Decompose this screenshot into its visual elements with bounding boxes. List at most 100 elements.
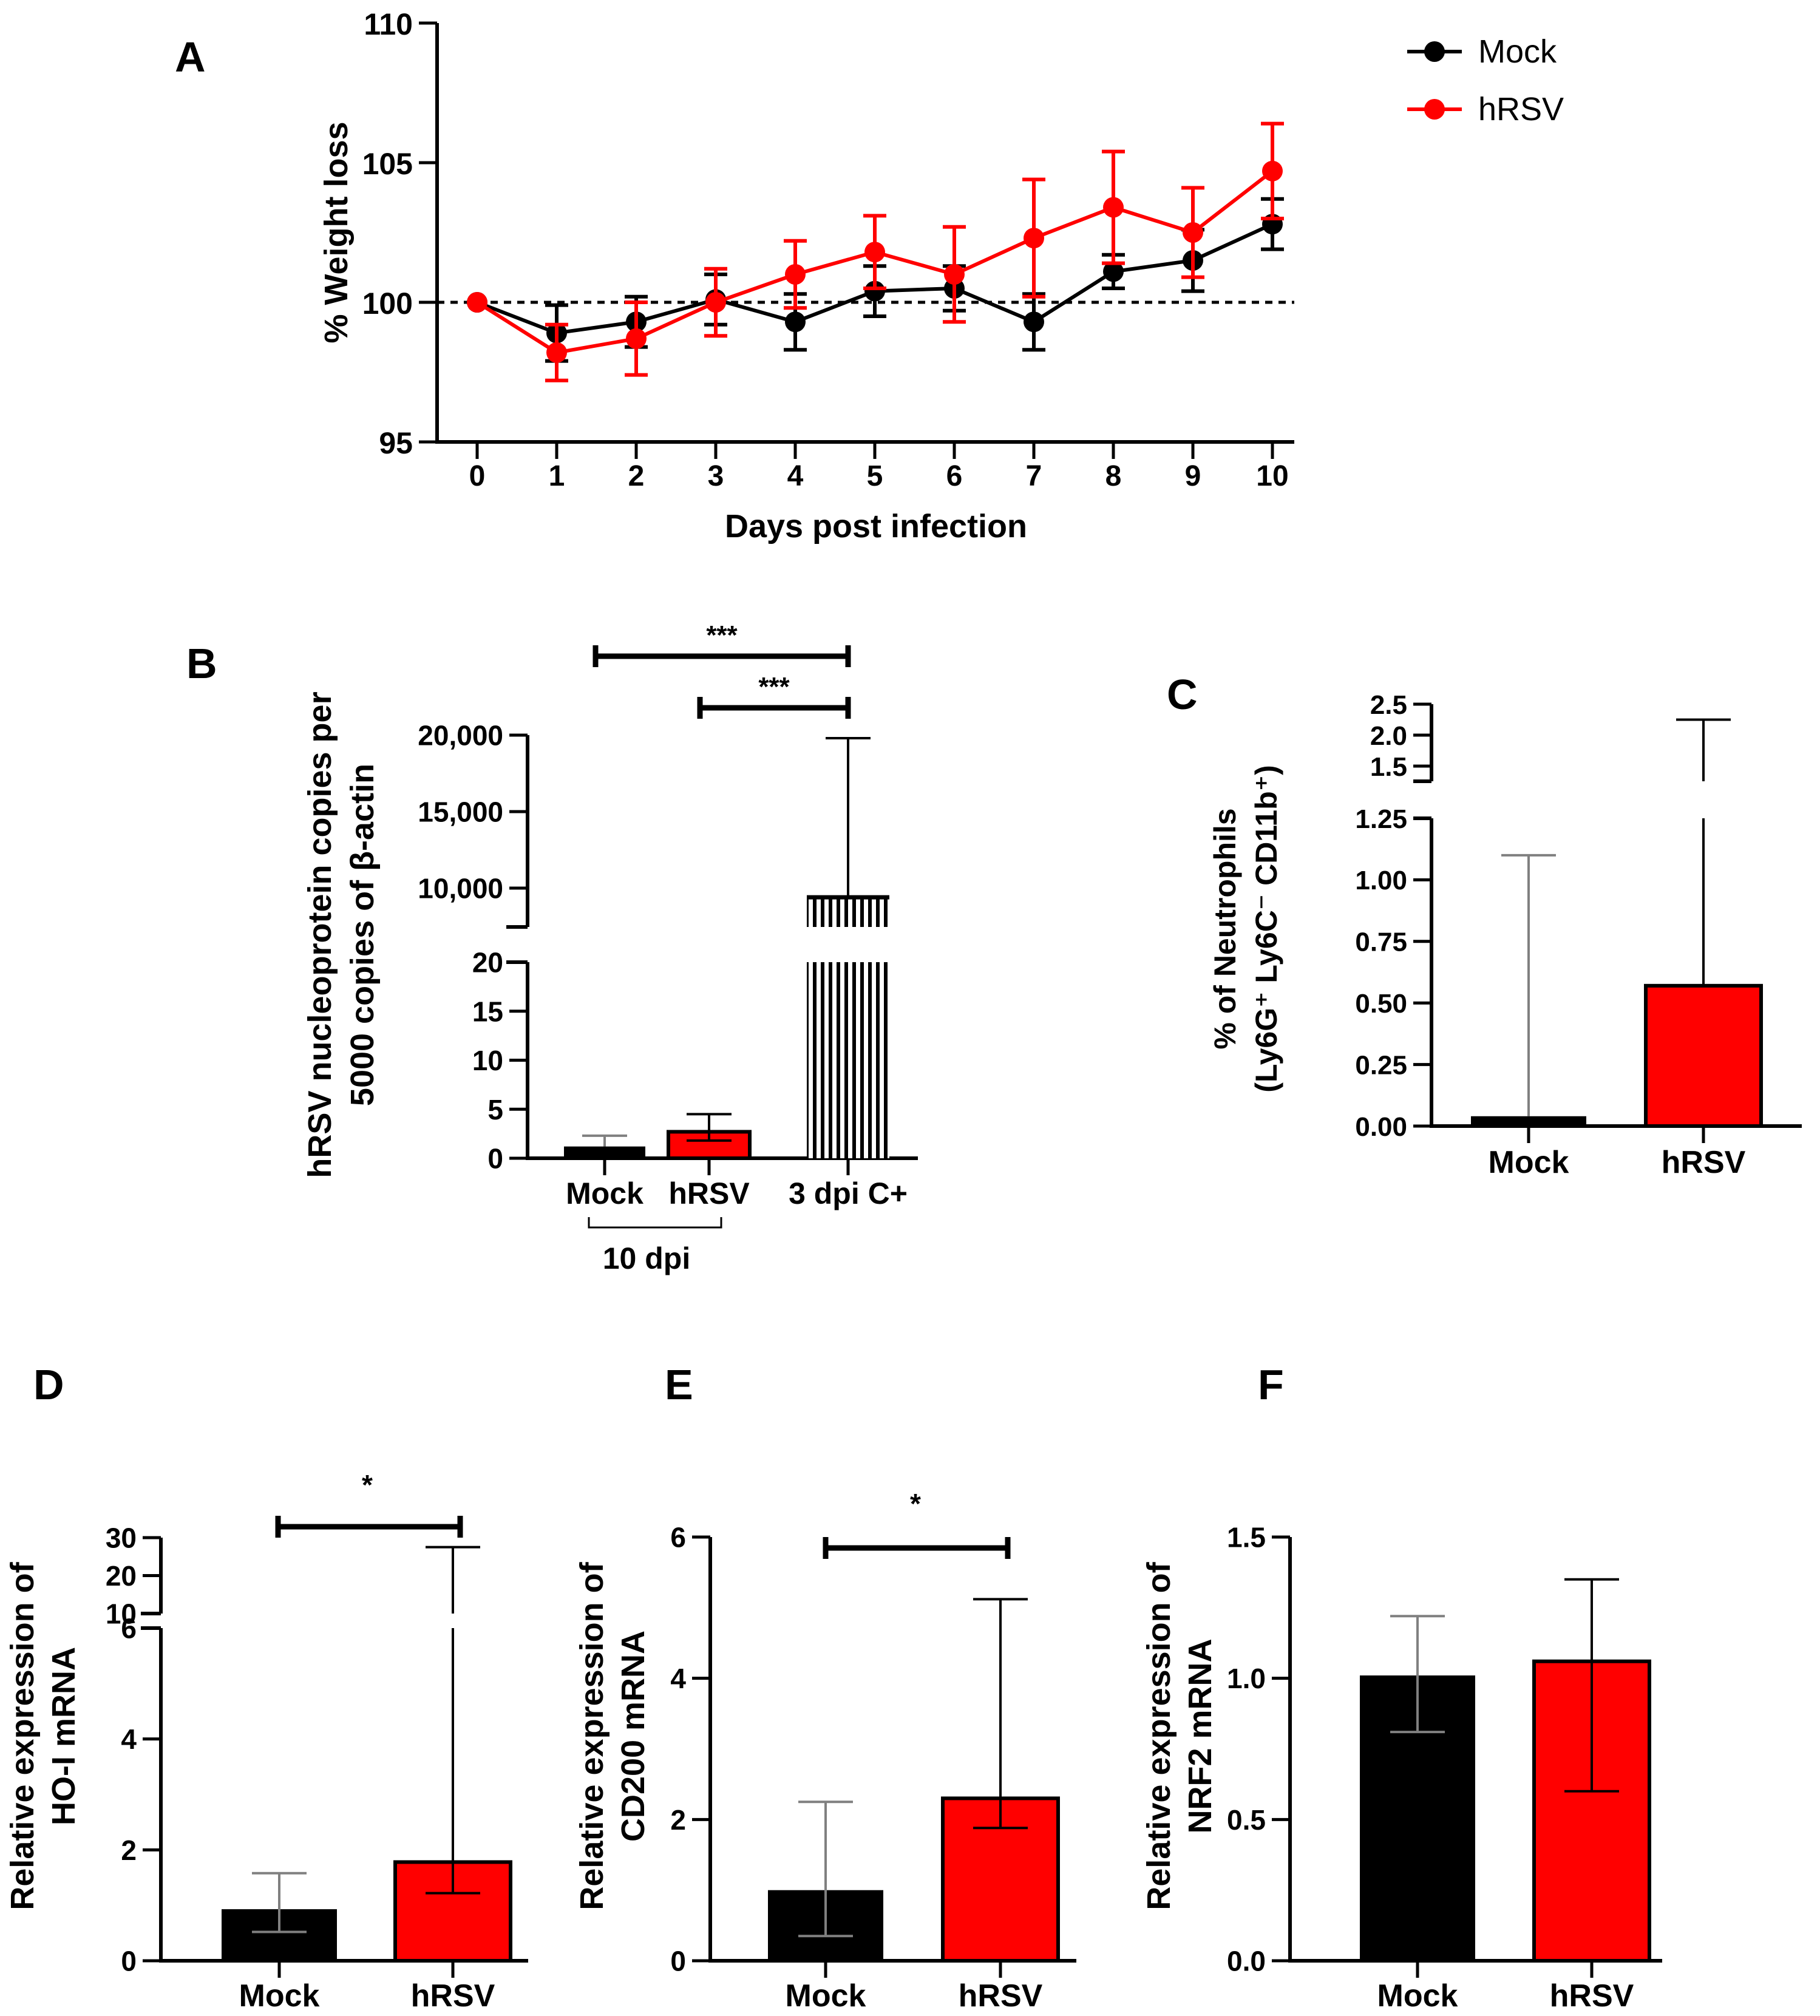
b-group-label: 10 dpi bbox=[603, 1241, 690, 1275]
c-x-tick-label: Mock bbox=[1489, 1145, 1569, 1180]
a-x-tick-label: 6 bbox=[946, 460, 963, 492]
a-x-tick-label: 8 bbox=[1105, 460, 1122, 492]
a-point-hrsv bbox=[546, 342, 567, 363]
c-y-axis-label-line2: (Ly6G⁺ Ly6C⁻ CD11b⁺) bbox=[1249, 765, 1283, 1092]
a-x-tick-label: 10 bbox=[1256, 460, 1288, 492]
legend-mock-marker bbox=[1424, 41, 1445, 62]
a-y-tick-label: 110 bbox=[364, 7, 413, 41]
panel-letter-e: E bbox=[665, 1361, 693, 1408]
f-x-tick-label: Mock bbox=[1377, 1978, 1458, 2014]
panel-b-bar-chart: 0 5 10 15 20 10,000 15,000 20,000 Mock hRSV 3 dpi … bbox=[302, 620, 918, 1275]
panel-letter-f: F bbox=[1258, 1361, 1284, 1408]
a-x-axis-label: Days post infection bbox=[725, 508, 1027, 545]
d-y-tick-label: 0 bbox=[121, 1946, 137, 1977]
d-significance-label: * bbox=[362, 1469, 373, 1501]
d-y-tick-label: 4 bbox=[121, 1723, 137, 1755]
c-y-axis-label-line1: % of Neutrophils bbox=[1208, 808, 1242, 1049]
d-y-axis-label-line1: Relative expression of bbox=[4, 1561, 41, 1910]
panel-letter-d: D bbox=[33, 1361, 64, 1408]
f-y-tick-label: 0.0 bbox=[1227, 1946, 1266, 1977]
a-point-mock bbox=[785, 311, 806, 333]
b-bar-mock bbox=[564, 1146, 645, 1158]
panel-c-bar-chart: 0.00 0.25 0.50 0.75 1.00 1.25 1.52.02.5 Mock hRS… bbox=[1208, 690, 1802, 1180]
d-y-tick-label: 10 bbox=[106, 1598, 137, 1630]
e-y-tick-label: 6 bbox=[670, 1522, 686, 1553]
a-x-tick-label: 4 bbox=[787, 460, 804, 492]
d-y-tick-label: 30 bbox=[106, 1522, 137, 1554]
b-y-tick-label: 20,000 bbox=[418, 720, 503, 752]
a-point-hrsv bbox=[467, 292, 487, 313]
c-y-tick-label: 1.00 bbox=[1355, 866, 1407, 895]
a-point-hrsv bbox=[705, 292, 726, 313]
panel-f-bar-chart: 0.0 0.5 1.0 1.5 Mock hRSV Relative expression… bbox=[1141, 1522, 1662, 2014]
a-y-tick-label: 100 bbox=[362, 287, 413, 321]
a-point-mock bbox=[1103, 261, 1124, 282]
c-y-tick-label: 0.25 bbox=[1355, 1050, 1407, 1080]
panel-a-line-chart: 95 100 105 110 0 1 2 3 4 5 6 7 8 9 10 Days post infec… bbox=[318, 7, 1564, 545]
legend-hrsv-label: hRSV bbox=[1478, 91, 1564, 127]
a-legend: Mock hRSV bbox=[1407, 33, 1564, 127]
legend-mock-label: Mock bbox=[1478, 33, 1557, 70]
a-x-tick-label: 5 bbox=[867, 460, 883, 492]
f-y-axis-label-line2: NRF2 mRNA bbox=[1182, 1638, 1218, 1833]
b-y-axis-label-line2: 5000 copies of β-actin bbox=[344, 764, 381, 1106]
b-bar-positive-upper bbox=[807, 897, 889, 927]
b-x-tick-label: hRSV bbox=[668, 1176, 750, 1210]
e-x-tick-label: Mock bbox=[786, 1978, 866, 2014]
b-y-tick-label: 20 bbox=[472, 947, 503, 979]
b-significance-label: *** bbox=[706, 620, 738, 650]
c-x-tick-label: hRSV bbox=[1662, 1145, 1746, 1180]
a-y-tick-label: 105 bbox=[362, 147, 413, 181]
b-y-tick-label: 15 bbox=[472, 996, 503, 1027]
b-x-tick-label: Mock bbox=[566, 1176, 643, 1210]
b-significance-label: *** bbox=[758, 672, 790, 702]
a-x-tick-label: 0 bbox=[469, 460, 486, 492]
b-y-tick-label: 10,000 bbox=[418, 873, 503, 904]
a-point-mock bbox=[1024, 311, 1044, 333]
d-x-tick-label: hRSV bbox=[411, 1978, 495, 2014]
e-y-axis-label-line1: Relative expression of bbox=[574, 1561, 610, 1910]
b-y-tick-label: 5 bbox=[487, 1094, 503, 1125]
b-y-tick-label: 10 bbox=[472, 1045, 503, 1076]
panel-letter-c: C bbox=[1167, 671, 1198, 718]
f-y-axis-label-line1: Relative expression of bbox=[1141, 1561, 1177, 1910]
e-y-tick-label: 2 bbox=[670, 1804, 686, 1836]
e-y-tick-label: 0 bbox=[670, 1946, 686, 1977]
a-point-hrsv bbox=[1183, 222, 1203, 243]
d-x-tick-label: Mock bbox=[239, 1978, 320, 2014]
f-y-tick-label: 0.5 bbox=[1227, 1804, 1266, 1836]
e-significance-label: * bbox=[910, 1488, 921, 1519]
d-y-tick-label: 6 bbox=[121, 1613, 137, 1644]
c-y-tick-label: 0.75 bbox=[1355, 928, 1407, 957]
a-point-hrsv bbox=[1103, 197, 1124, 218]
a-x-tick-label: 7 bbox=[1026, 460, 1042, 492]
c-bar-mock bbox=[1471, 1116, 1586, 1126]
panel-d-bar-chart: 0 2 4 610 20 30 Mock hRSV * Relative expression… bbox=[4, 1469, 528, 2014]
a-x-tick-label: 9 bbox=[1185, 460, 1201, 492]
a-point-hrsv bbox=[1262, 160, 1283, 182]
f-y-tick-label: 1.0 bbox=[1227, 1663, 1266, 1694]
panel-e-bar-chart: 0 2 4 6 Mock hRSV * Relative expression of CD… bbox=[574, 1488, 1076, 2014]
f-x-tick-label: hRSV bbox=[1550, 1978, 1634, 2014]
c-y-tick-label: 0.00 bbox=[1355, 1112, 1407, 1142]
d-y-tick-label: 2 bbox=[121, 1834, 137, 1866]
c-y-tick-label: 2.0 bbox=[1370, 721, 1407, 751]
c-y-tick-label: 2.5 bbox=[1370, 690, 1407, 720]
a-point-hrsv bbox=[1024, 228, 1044, 249]
a-point-hrsv bbox=[864, 242, 885, 263]
d-y-axis-label-line2: HO-I mRNA bbox=[46, 1647, 82, 1825]
c-y-tick-label: 0.50 bbox=[1355, 989, 1407, 1019]
e-y-axis-label-line2: CD200 mRNA bbox=[615, 1631, 651, 1842]
b-group-bracket bbox=[588, 1217, 722, 1229]
b-bar-positive-lower bbox=[807, 962, 889, 1158]
a-y-axis-label: % Weight loss bbox=[318, 121, 355, 343]
e-x-tick-label: hRSV bbox=[959, 1978, 1043, 2014]
b-y-tick-label: 0 bbox=[487, 1143, 503, 1175]
a-y-tick-label: 95 bbox=[379, 426, 413, 460]
a-x-tick-label: 2 bbox=[628, 460, 645, 492]
b-x-tick-label: 3 dpi C+ bbox=[789, 1176, 908, 1210]
b-y-tick-label: 15,000 bbox=[418, 796, 503, 828]
a-point-mock bbox=[864, 280, 885, 302]
c-bar-hrsv bbox=[1644, 983, 1763, 1128]
